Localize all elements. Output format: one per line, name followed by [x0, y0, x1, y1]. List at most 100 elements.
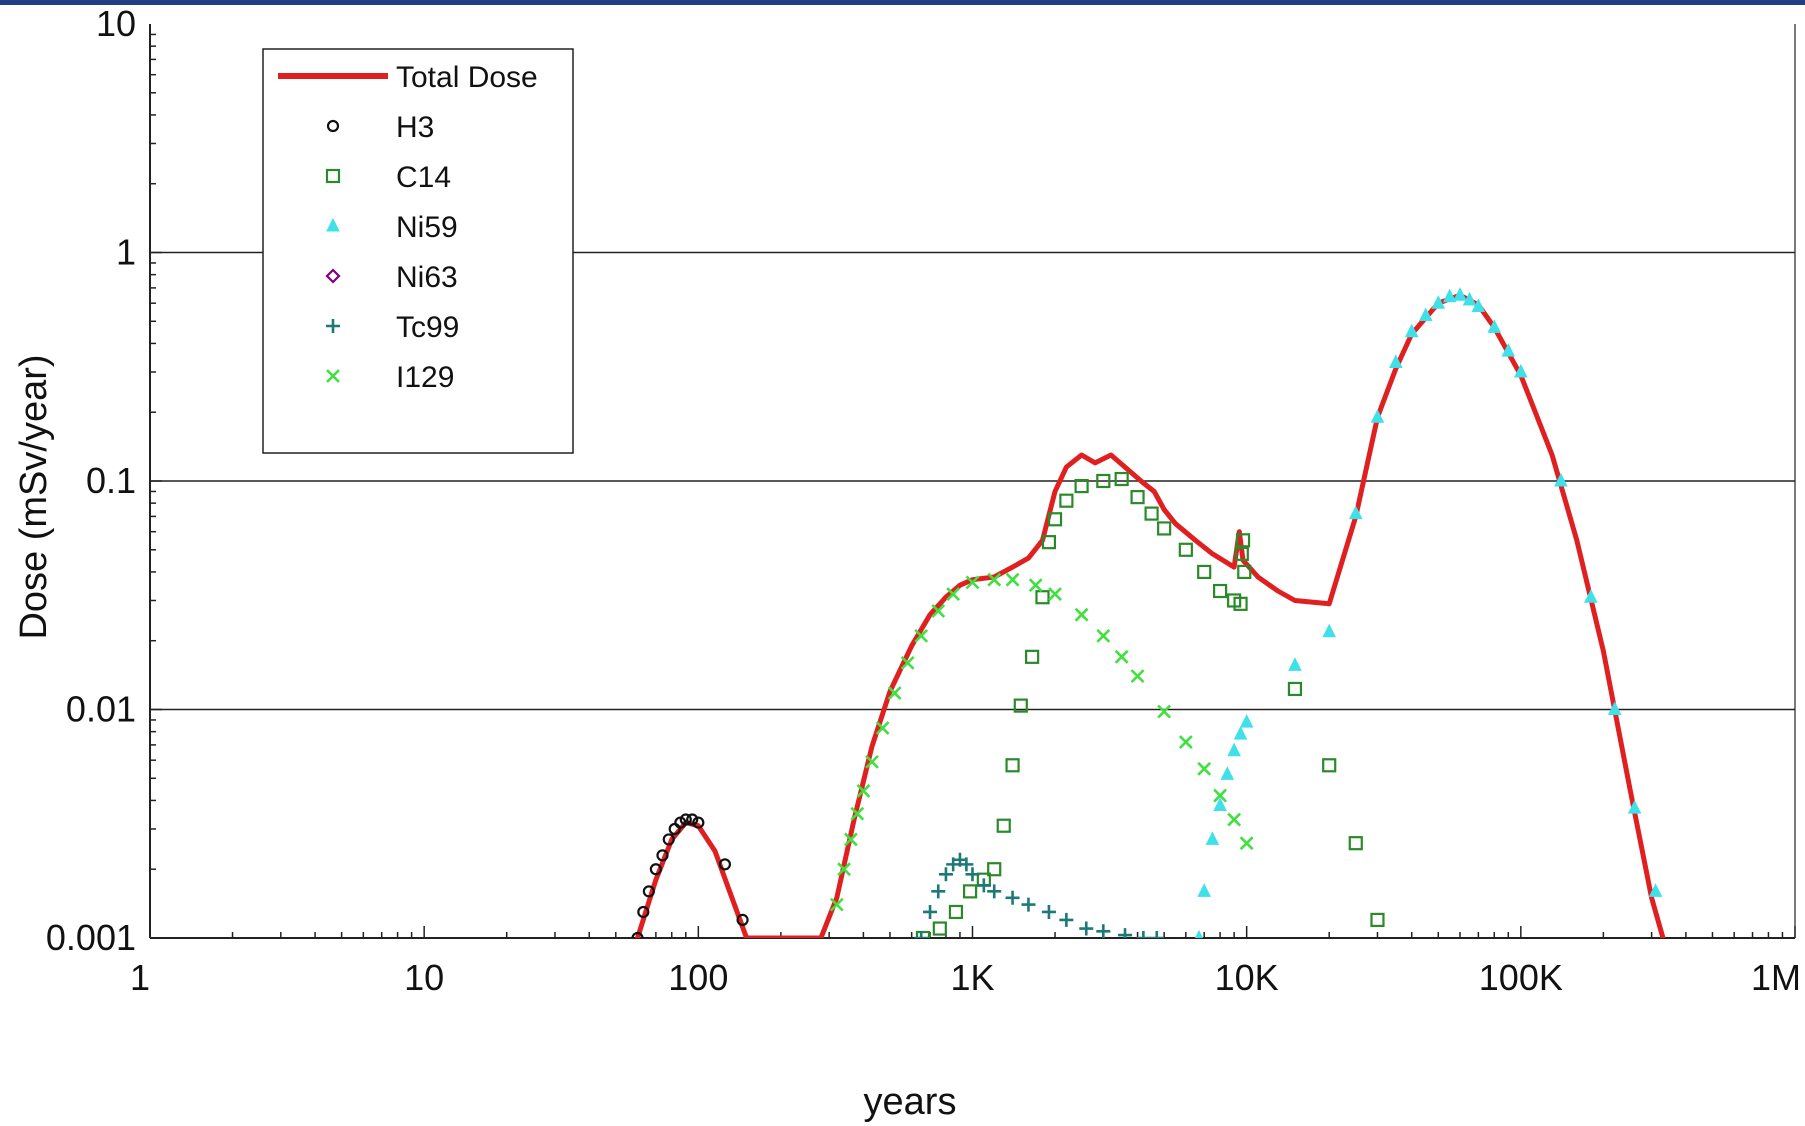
data-point-i129 [1048, 587, 1062, 601]
data-point-ni59 [1389, 354, 1403, 369]
data-point-h3 [649, 863, 662, 876]
data-point-i129 [914, 628, 929, 643]
data-point-ni59 [1239, 714, 1254, 728]
data-point-tc99 [923, 904, 938, 919]
legend-swatch-ni59 [326, 217, 340, 232]
data-point-tc99 [1136, 931, 1151, 938]
data-point-tc99 [1079, 921, 1094, 936]
data-point-ni59 [1431, 295, 1446, 309]
data-point-i129 [837, 862, 851, 877]
data-point-h3 [718, 858, 732, 871]
data-point-h3 [642, 885, 655, 898]
data-point-c14 [1322, 758, 1337, 773]
data-point-ni59 [1453, 287, 1467, 301]
data-point-c14 [1348, 836, 1363, 851]
data-point-i129 [1096, 628, 1111, 643]
data-point-tc99 [1059, 912, 1074, 927]
data-point-ni59 [1220, 766, 1235, 780]
y-tick-label: 1 [116, 232, 136, 273]
data-point-i129 [1005, 572, 1020, 587]
data-point-ni59 [1404, 323, 1419, 338]
legend: Total Dose H3 C14 Ni59 Ni63 Tc99 I129 [262, 48, 574, 454]
data-point-c14 [1237, 564, 1252, 580]
data-point-c14 [1047, 512, 1063, 527]
data-point-ni59 [1233, 726, 1248, 740]
data-point-c14 [1013, 698, 1028, 713]
data-point-tc99 [1149, 931, 1164, 938]
data-point-i129 [875, 721, 890, 735]
legend-label-tc99: Tc99 [396, 311, 459, 344]
data-point-ni59 [1501, 343, 1516, 357]
data-point-ni59 [1194, 929, 1204, 938]
data-point-h3 [686, 813, 699, 826]
data-point-i129 [850, 806, 865, 821]
data-point-tc99 [931, 884, 946, 899]
data-point-c14 [915, 930, 931, 938]
data-point-ni59 [1205, 831, 1220, 845]
series-ni59 [1194, 287, 1663, 938]
data-point-h3 [631, 931, 644, 938]
y-tick-label: 10 [96, 3, 136, 44]
data-point-i129 [900, 655, 915, 670]
data-point-tc99 [1118, 928, 1133, 938]
x-tick-label: 10K [1215, 957, 1279, 998]
data-point-c14 [1005, 758, 1020, 773]
data-point-c14 [1035, 590, 1050, 605]
legend-swatch-i129 [326, 369, 340, 383]
data-point-i129 [856, 784, 871, 798]
data-point-tc99 [1005, 890, 1020, 905]
data-point-tc99 [965, 867, 980, 882]
top-border-bar [0, 0, 1805, 5]
data-point-tc99 [976, 878, 991, 893]
data-point-i129 [1028, 578, 1043, 593]
data-point-ni59 [1322, 623, 1337, 638]
data-point-c14 [987, 862, 1002, 877]
data-point-ni59 [1584, 589, 1598, 603]
data-point-ni59 [1554, 472, 1568, 487]
data-point-tc99 [1041, 904, 1056, 919]
data-point-i129 [865, 754, 879, 769]
data-point-i129 [1197, 761, 1212, 776]
data-point-c14 [1370, 912, 1385, 928]
data-point-ni59 [1487, 319, 1502, 333]
data-point-ni59 [1418, 307, 1433, 322]
data-point-i129 [887, 686, 902, 700]
data-point-c14 [1025, 649, 1040, 664]
y-tick-label: 0.1 [86, 460, 136, 501]
data-point-c14 [1235, 533, 1251, 548]
data-point-ni59 [1607, 701, 1622, 715]
data-point-h3 [692, 816, 705, 829]
data-point-i129 [1213, 788, 1228, 803]
data-point-c14 [1287, 681, 1303, 697]
series-i129 [829, 572, 1254, 912]
data-point-c14 [1178, 542, 1193, 557]
data-point-i129 [1157, 704, 1172, 719]
x-tick-label: 100 [668, 957, 728, 998]
legend-label-c14: C14 [396, 161, 451, 194]
data-point-ni59 [1471, 298, 1486, 313]
legend-label-total-dose: Total Dose [396, 61, 538, 94]
data-point-i129 [1178, 735, 1193, 750]
data-point-c14 [1096, 473, 1111, 489]
data-point-ni59 [1348, 505, 1363, 520]
data-point-tc99 [1021, 897, 1036, 912]
x-tick-label: 1M [1751, 957, 1801, 998]
x-tick-label: 1 [130, 957, 150, 998]
x-tick-label: 100K [1479, 957, 1563, 998]
data-point-tc99 [987, 884, 1002, 899]
data-point-c14 [1234, 546, 1249, 561]
legend-label-ni59: Ni59 [396, 211, 458, 244]
data-point-i129 [931, 604, 946, 618]
x-tick-label: 10 [404, 957, 444, 998]
data-point-i129 [1227, 812, 1242, 827]
data-point-i129 [829, 897, 844, 912]
plot-area [631, 287, 1666, 938]
legend-swatch-h3 [326, 119, 340, 133]
data-point-ni59 [1197, 883, 1212, 897]
data-point-i129 [1074, 607, 1089, 622]
data-point-c14 [1114, 471, 1129, 487]
data-point-ni59 [1370, 409, 1385, 423]
data-point-ni59 [1648, 883, 1663, 897]
x-tick-label: 1K [950, 957, 994, 998]
